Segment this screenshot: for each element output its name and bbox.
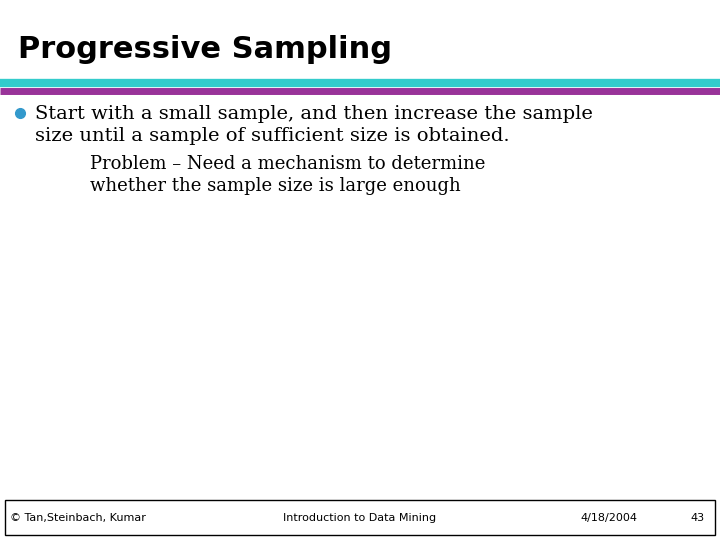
Text: 4/18/2004: 4/18/2004 [580, 513, 637, 523]
Text: Introduction to Data Mining: Introduction to Data Mining [284, 513, 436, 523]
Text: Problem – Need a mechanism to determine: Problem – Need a mechanism to determine [90, 155, 485, 173]
Text: 43: 43 [691, 513, 705, 523]
Text: whether the sample size is large enough: whether the sample size is large enough [90, 177, 461, 195]
Text: Start with a small sample, and then increase the sample: Start with a small sample, and then incr… [35, 105, 593, 123]
Text: size until a sample of sufficient size is obtained.: size until a sample of sufficient size i… [35, 127, 510, 145]
Text: © Tan,Steinbach, Kumar: © Tan,Steinbach, Kumar [10, 513, 146, 523]
Text: Progressive Sampling: Progressive Sampling [18, 35, 392, 64]
Bar [5, 500, 715, 535]
